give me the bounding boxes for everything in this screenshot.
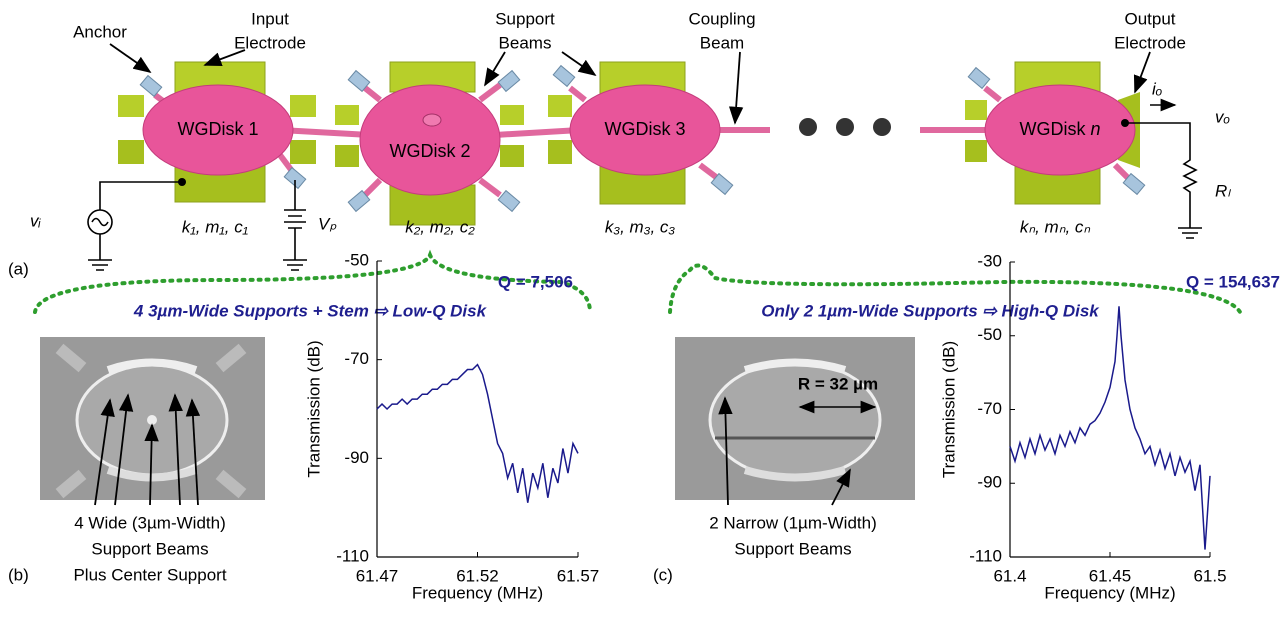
disk-params: kₙ, mₙ, cₙ xyxy=(1020,217,1091,236)
y-tick-label: -90 xyxy=(977,473,1002,492)
panel-label: (a) xyxy=(8,259,29,278)
callout: Output xyxy=(1124,9,1175,28)
x-tick-label: 61.4 xyxy=(993,566,1026,585)
callout: Support xyxy=(495,9,555,28)
callout: Input xyxy=(251,9,289,28)
y-tick-label: -50 xyxy=(344,250,369,269)
panel-label: (c) xyxy=(653,565,673,584)
disk-name: WGDisk xyxy=(389,141,456,161)
annotation: Q = 7,506 xyxy=(498,272,573,291)
disk-name: WGDisk xyxy=(1019,119,1086,139)
y-tick-label: -90 xyxy=(344,448,369,467)
callout: Beam xyxy=(700,33,744,52)
x-axis-label: Frequency (MHz) xyxy=(412,583,543,602)
disk-labels: WGDisk 1 k₁, m₁, c₁ WGDisk 2 k₂, m₂, c₂ WGDi… xyxy=(177,119,1100,237)
circuit xyxy=(87,98,1202,271)
disk-params: k₁, m₁, c₁ xyxy=(182,217,248,236)
disk-label: WGDisk 2 xyxy=(389,141,470,161)
annotation: Q = 154,637 xyxy=(1186,272,1280,291)
caption: 2 Narrow (1µm-Width) xyxy=(709,513,877,532)
labels: Anchor Input Electrode Support Beams Cou… xyxy=(8,9,1231,584)
x-tick-label: 61.5 xyxy=(1193,566,1226,585)
caption: Plus Center Support xyxy=(73,565,226,584)
circuit-label: iₒ xyxy=(1152,79,1162,98)
y-axis-label: Transmission (dB) xyxy=(939,341,958,478)
disk-index: 2 xyxy=(461,141,471,161)
y-tick-label: -70 xyxy=(344,349,369,368)
disk-name: WGDisk xyxy=(177,119,244,139)
x-axis-label: Frequency (MHz) xyxy=(1044,583,1175,602)
callout: Electrode xyxy=(234,33,306,52)
data-line xyxy=(1009,306,1211,550)
y-tick-label: -110 xyxy=(336,546,369,565)
data-line xyxy=(376,363,579,503)
disk-index: 1 xyxy=(249,119,259,139)
callout-arrows xyxy=(109,43,1151,125)
y-axis-label: Transmission (dB) xyxy=(304,340,323,477)
disk-params: k₃, m₃, c₃ xyxy=(605,217,676,236)
support-brackets xyxy=(33,249,1242,314)
disk-label: WGDisk 1 xyxy=(177,119,258,139)
caption: Support Beams xyxy=(734,539,851,558)
disk-index: n xyxy=(1091,119,1101,139)
x-tick-label: 61.45 xyxy=(1089,566,1132,585)
disk-name: WGDisk xyxy=(604,119,671,139)
caption: 4 Wide (3µm-Width) xyxy=(74,513,225,532)
disk-index: 3 xyxy=(676,119,686,139)
circuit-label: Rₗ xyxy=(1215,181,1231,200)
sem-images xyxy=(40,337,915,506)
circuit-label: vᵢ xyxy=(30,211,42,230)
circuit-label: Vₚ xyxy=(318,214,337,233)
image-note: R = 32 µm xyxy=(798,374,878,393)
disk-label: WGDisk 3 xyxy=(604,119,685,139)
callout: Beams xyxy=(499,33,552,52)
y-tick-label: -50 xyxy=(977,325,1002,344)
y-tick-label: -70 xyxy=(977,399,1002,418)
disk-label: WGDisk n xyxy=(1019,119,1100,139)
circuit-label: vₒ xyxy=(1215,107,1230,126)
caption: Support Beams xyxy=(91,539,208,558)
callout: Coupling xyxy=(688,9,755,28)
chart-title: 4 3µm-Wide Supports + Stem ⇨ Low-Q Disk xyxy=(133,301,488,320)
x-tick-label: 61.52 xyxy=(456,566,499,585)
x-tick-label: 61.47 xyxy=(356,566,399,585)
disk-params: k₂, m₂, c₂ xyxy=(405,217,475,236)
x-tick-label: 61.57 xyxy=(557,566,600,585)
panel-label: (b) xyxy=(8,565,29,584)
callout: Anchor xyxy=(73,22,127,41)
y-tick-label: -110 xyxy=(969,546,1002,565)
y-tick-label: -30 xyxy=(977,251,1002,270)
charts: 4 3µm-Wide Supports + Stem ⇨ Low-Q Disk -… xyxy=(133,250,1280,602)
chart-title: Only 2 1µm-Wide Supports ⇨ High-Q Disk xyxy=(761,301,1100,320)
resonator-drawing xyxy=(118,61,1146,226)
callout: Electrode xyxy=(1114,33,1186,52)
